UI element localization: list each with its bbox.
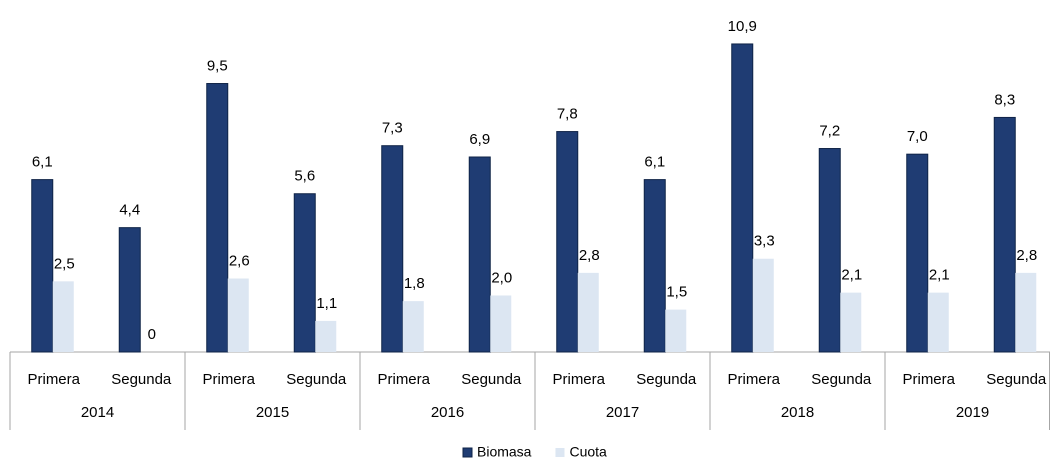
x-tick-label: Primera [377,371,430,388]
x-tick-label: Segunda [636,371,697,388]
bar [315,320,337,352]
value-label: 7,2 [819,122,840,139]
value-label: 2,1 [841,267,862,284]
bar [906,153,929,353]
bar [752,258,774,352]
group-label: 2019 [956,404,989,421]
x-tick-label: Segunda [286,371,347,388]
bar [490,295,512,352]
bar [643,179,666,353]
bar [52,281,74,352]
bar [993,116,1016,353]
bar [818,148,841,353]
value-label: 8,3 [994,91,1015,108]
value-label: 5,6 [294,168,315,185]
group-label: 2018 [781,404,814,421]
value-label: 3,3 [754,233,775,250]
x-tick-label: Segunda [986,371,1047,388]
bar [206,83,229,353]
value-label: 1,1 [316,295,337,312]
group-label: 2014 [81,404,114,421]
bar [402,301,424,352]
bar [731,43,754,353]
value-label: 6,1 [32,154,53,171]
legend-swatch [462,447,473,458]
x-tick-label: Segunda [811,371,872,388]
value-label: 6,9 [469,131,490,148]
value-label: 2,1 [929,267,950,284]
x-tick-label: Primera [202,371,255,388]
value-label: 7,0 [907,128,928,145]
value-label: 4,4 [119,202,140,219]
value-label: 10,9 [728,18,757,35]
value-label: 7,8 [557,106,578,123]
bar [577,272,599,352]
legend-swatch [555,448,565,457]
value-label: 2,5 [54,255,75,272]
legend-label: Biomasa [477,444,532,460]
bar [468,156,491,353]
bar [381,145,404,353]
legend-label: Cuota [569,444,607,460]
value-label: 2,6 [229,252,250,269]
bar [927,292,949,352]
value-label: 0 [148,326,156,343]
group-label: 2017 [606,404,639,421]
value-label: 2,0 [491,269,512,286]
x-tick-label: Primera [902,371,955,388]
bar [1015,272,1037,352]
x-tick-label: Primera [727,371,780,388]
bar [227,278,249,352]
bar [118,227,141,353]
value-label: 9,5 [207,57,228,74]
bar [665,309,687,352]
bar [556,131,579,353]
value-label: 7,3 [382,120,403,137]
x-tick-label: Primera [552,371,605,388]
x-tick-label: Segunda [111,371,172,388]
group-label: 2016 [431,404,464,421]
value-label: 1,8 [404,275,425,292]
bar [293,193,316,353]
value-label: 1,5 [666,284,687,301]
value-label: 6,1 [644,154,665,171]
x-tick-label: Segunda [461,371,522,388]
value-label: 2,8 [1016,247,1037,264]
value-label: 2,8 [579,247,600,264]
group-label: 2015 [256,404,289,421]
x-tick-label: Primera [27,371,80,388]
bar [31,179,54,353]
bar [840,292,862,352]
